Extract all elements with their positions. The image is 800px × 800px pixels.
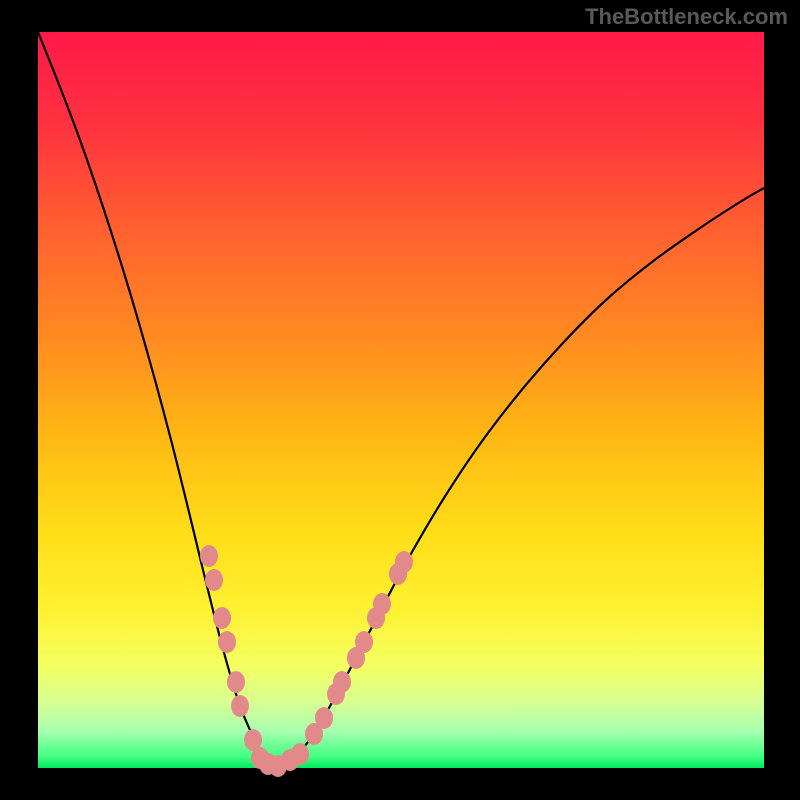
watermark-label: TheBottleneck.com xyxy=(585,4,788,30)
data-marker xyxy=(315,707,333,729)
data-marker xyxy=(395,551,413,573)
data-marker xyxy=(218,631,236,653)
chart-svg xyxy=(0,0,800,800)
data-marker xyxy=(355,631,373,653)
data-marker xyxy=(213,607,231,629)
chart-container: TheBottleneck.com xyxy=(0,0,800,800)
data-marker xyxy=(227,671,245,693)
data-marker xyxy=(231,695,249,717)
data-marker xyxy=(205,569,223,591)
data-marker xyxy=(200,545,218,567)
data-marker xyxy=(291,743,309,765)
data-marker xyxy=(333,671,351,693)
data-marker xyxy=(373,593,391,615)
gradient-background xyxy=(38,32,764,768)
